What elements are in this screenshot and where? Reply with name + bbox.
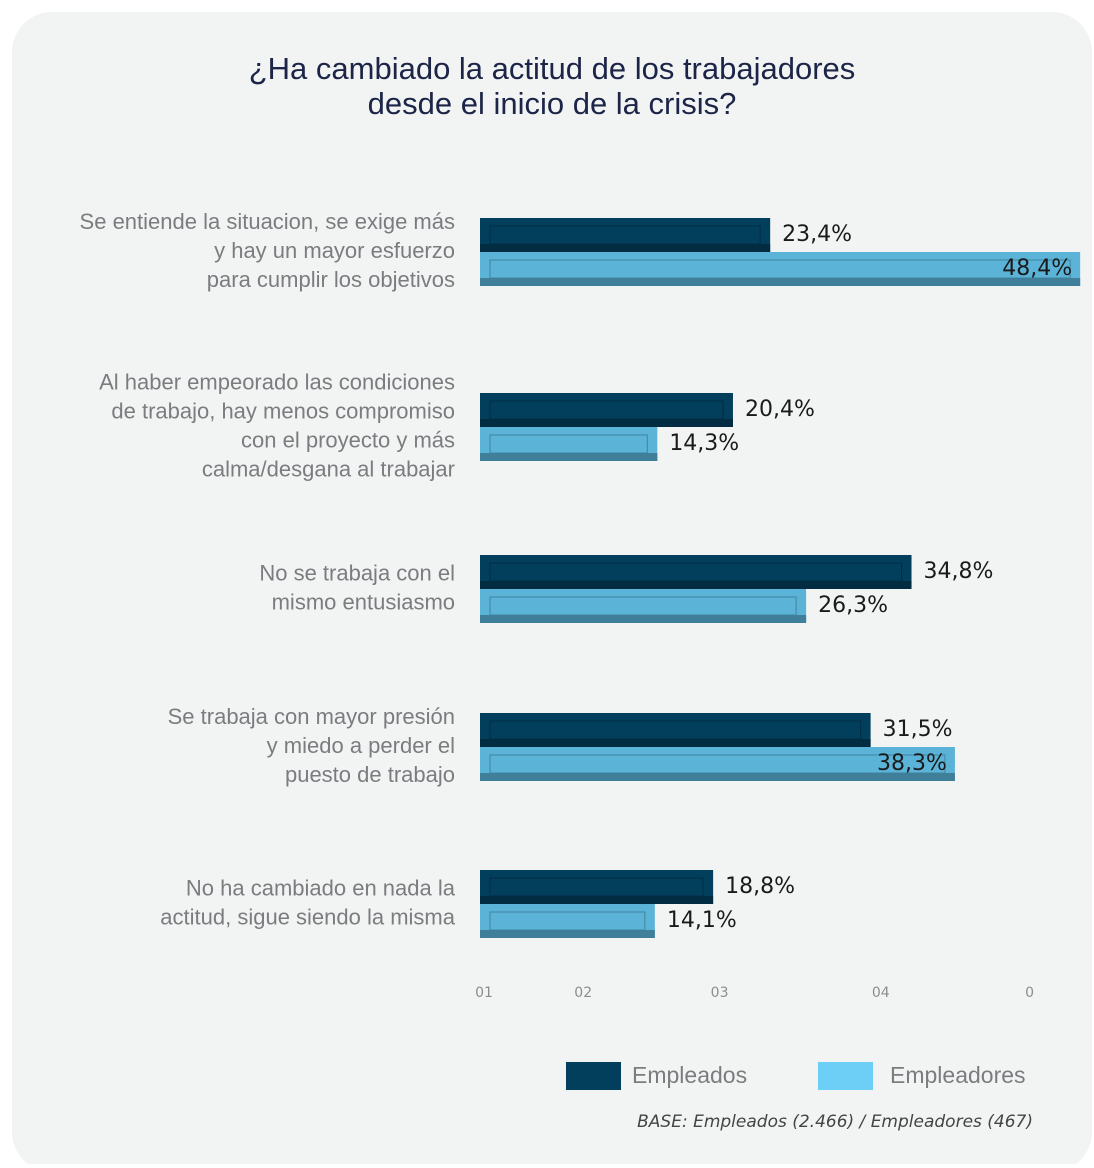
value-label: 20,4% bbox=[745, 397, 815, 422]
bar-bevel bbox=[480, 453, 658, 461]
bar-bevel bbox=[489, 434, 648, 454]
bar-bevel bbox=[489, 754, 946, 774]
category-label: y hay un mayor esfuerzo bbox=[214, 238, 455, 263]
category-label: con el proyecto y más bbox=[241, 427, 455, 452]
category-label: y miedo a perder el bbox=[267, 733, 455, 758]
category-label: Al haber empeorado las condiciones bbox=[99, 369, 455, 394]
legend-label: Empleados bbox=[632, 1062, 747, 1088]
category-label: puesto de trabajo bbox=[285, 762, 455, 787]
bar-bevel bbox=[480, 419, 733, 427]
value-label: 23,4% bbox=[782, 222, 852, 247]
bar-bevel bbox=[480, 773, 955, 781]
chart-title: ¿Ha cambiado la actitud de los trabajado… bbox=[249, 51, 856, 86]
x-tick-label: 02 bbox=[574, 985, 592, 1001]
bar-bevel bbox=[480, 615, 807, 623]
value-label: 18,8% bbox=[725, 874, 795, 899]
category-label: No se trabaja con el bbox=[259, 560, 455, 585]
bar-bevel bbox=[480, 278, 1081, 286]
footnote: BASE: Empleados (2.466) / Empleadores (4… bbox=[637, 1112, 1033, 1132]
bar-bevel bbox=[489, 877, 704, 897]
bar-bevel bbox=[489, 562, 903, 582]
value-label: 38,3% bbox=[877, 751, 947, 776]
bar-bevel bbox=[480, 930, 655, 938]
bar-bevel bbox=[489, 596, 797, 616]
bar-bevel bbox=[480, 896, 714, 904]
category-label: Se trabaja con mayor presión bbox=[168, 704, 455, 729]
legend-label: Empleadores bbox=[890, 1062, 1026, 1088]
bar-bevel bbox=[489, 400, 724, 420]
category-label: actitud, sigue siendo la misma bbox=[160, 904, 455, 929]
value-label: 14,1% bbox=[667, 908, 737, 933]
category-label: No ha cambiado en nada la bbox=[186, 875, 456, 900]
category-label: de trabajo, hay menos compromiso bbox=[111, 398, 455, 423]
x-tick-label: 03 bbox=[711, 985, 729, 1001]
value-label: 26,3% bbox=[818, 593, 888, 618]
bar-bevel bbox=[489, 720, 862, 740]
x-tick-label: 04 bbox=[872, 985, 890, 1001]
value-label: 48,4% bbox=[1002, 256, 1072, 281]
x-tick-label: 01 bbox=[475, 985, 493, 1001]
value-label: 31,5% bbox=[883, 717, 953, 742]
category-label: mismo entusiasmo bbox=[272, 589, 455, 614]
chart-title: desde el inicio de la crisis? bbox=[368, 86, 737, 121]
bar-bevel bbox=[489, 259, 1071, 279]
bar-bevel bbox=[480, 581, 912, 589]
bar-bevel bbox=[489, 911, 646, 931]
category-label: Se entiende la situacion, se exige más bbox=[80, 209, 455, 234]
value-label: 34,8% bbox=[924, 559, 994, 584]
category-label: calma/desgana al trabajar bbox=[202, 456, 455, 481]
bar-bevel bbox=[480, 739, 871, 747]
bar-bevel bbox=[489, 225, 761, 245]
legend-swatch bbox=[566, 1062, 621, 1090]
bar-bevel bbox=[480, 244, 771, 252]
legend-swatch bbox=[818, 1062, 873, 1090]
value-label: 14,3% bbox=[669, 431, 739, 456]
x-tick-label: 0 bbox=[1025, 985, 1034, 1001]
category-label: para cumplir los objetivos bbox=[207, 267, 455, 292]
